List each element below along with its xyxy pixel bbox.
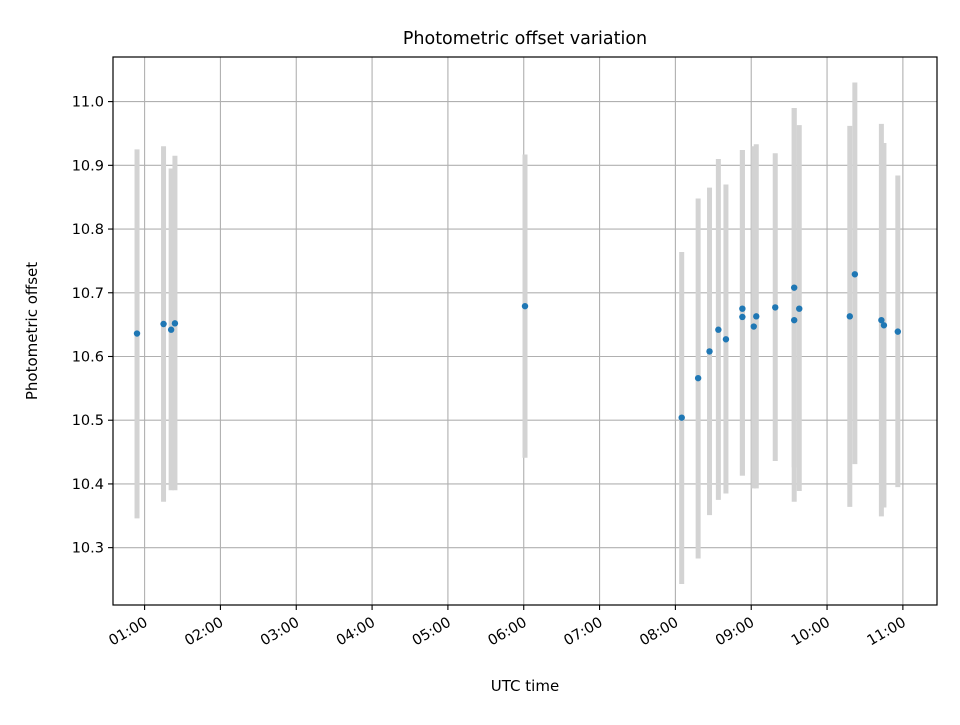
data-point — [894, 328, 902, 335]
data-point — [796, 305, 803, 312]
y-tick-label: 11.0 — [72, 95, 104, 111]
data-point — [851, 271, 859, 278]
y-tick-label: 10.5 — [72, 413, 104, 429]
data-point — [171, 320, 179, 327]
data-point — [753, 313, 760, 320]
y-axis: 10.3 10.4 10.5 10.6 10.7 10.8 10.9 11.0 — [72, 95, 113, 557]
y-tick-label: 10.9 — [72, 158, 104, 174]
plot-frame — [112, 56, 938, 606]
data-point — [694, 374, 702, 382]
data-point — [739, 313, 746, 321]
x-axis-label: UTC time — [491, 677, 559, 695]
data-point — [739, 305, 746, 312]
data-point — [750, 323, 757, 330]
data-point — [715, 326, 722, 333]
chart-title: Photometric offset variation — [403, 29, 647, 49]
y-axis-label: Photometric offset — [23, 262, 41, 400]
data-points — [133, 271, 902, 421]
y-tick-label: 10.3 — [72, 541, 104, 557]
data-point — [706, 348, 713, 355]
data-point — [880, 322, 888, 329]
y-tick-label: 10.6 — [72, 349, 104, 365]
data-point — [790, 316, 798, 324]
data-point — [167, 326, 175, 333]
data-point — [790, 284, 798, 291]
data-point — [521, 302, 529, 310]
data-point — [772, 304, 779, 311]
data-point — [878, 316, 885, 324]
data-point — [160, 320, 167, 328]
y-tick-label: 10.8 — [72, 222, 104, 238]
data-point — [133, 330, 141, 337]
data-point — [678, 414, 685, 421]
y-tick-label: 10.4 — [72, 477, 104, 493]
data-point — [722, 336, 730, 343]
data-point — [846, 313, 853, 320]
y-tick-label: 10.7 — [72, 286, 104, 302]
